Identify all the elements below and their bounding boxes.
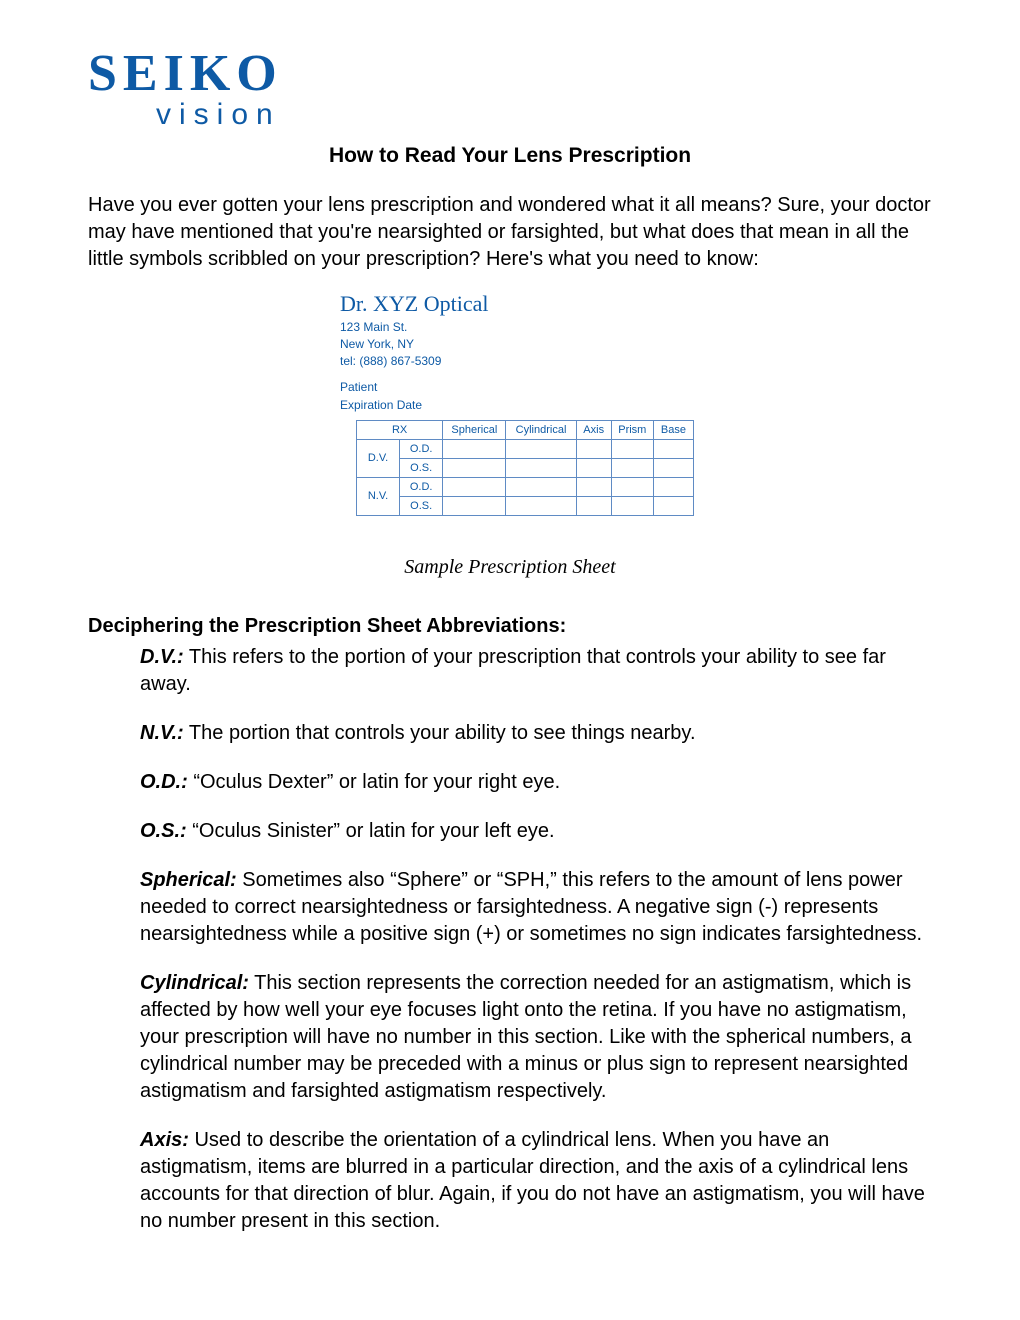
- definition-text: Used to describe the orientation of a cy…: [140, 1129, 925, 1232]
- rx-cell-empty: [443, 458, 506, 477]
- rx-cell-empty: [653, 477, 693, 496]
- rx-col-rx: RX: [357, 420, 443, 439]
- rx-col-spherical: Spherical: [443, 420, 506, 439]
- definition-dv: D.V.: This refers to the portion of your…: [140, 644, 932, 698]
- rx-cell-empty: [653, 458, 693, 477]
- rx-cell-empty: [576, 496, 611, 515]
- rx-cell-od: O.D.: [400, 439, 443, 458]
- rx-table: RX Spherical Cylindrical Axis Prism Base…: [356, 420, 694, 516]
- definition-term: D.V.:: [140, 646, 184, 668]
- rx-telephone: tel: (888) 867-5309: [340, 353, 680, 369]
- document-page: SEIKO vision How to Read Your Lens Presc…: [0, 0, 1020, 1297]
- sample-prescription-sheet: Dr. XYZ Optical 123 Main St. New York, N…: [340, 291, 680, 516]
- definition-term: N.V.:: [140, 722, 184, 744]
- rx-cell-empty: [443, 477, 506, 496]
- definition-text: “Oculus Sinister” or latin for your left…: [187, 820, 555, 842]
- rx-patient-label: Patient: [340, 378, 680, 396]
- rx-cell-empty: [653, 496, 693, 515]
- definition-od: O.D.: “Oculus Dexter” or latin for your …: [140, 769, 932, 796]
- definition-term: O.S.:: [140, 820, 187, 842]
- rx-cell-empty: [506, 496, 576, 515]
- definition-text: This refers to the portion of your presc…: [140, 646, 886, 695]
- definition-os: O.S.: “Oculus Sinister” or latin for you…: [140, 818, 932, 845]
- rx-cell-nv: N.V.: [357, 477, 400, 515]
- definition-term: Axis:: [140, 1129, 189, 1151]
- rx-cell-empty: [506, 458, 576, 477]
- rx-cell-empty: [611, 458, 653, 477]
- rx-cell-empty: [506, 477, 576, 496]
- logo-main-text: SEIKO: [88, 48, 932, 100]
- rx-address-line-1: 123 Main St.: [340, 319, 680, 335]
- rx-row-nv-od: N.V. O.D.: [357, 477, 694, 496]
- rx-cell-empty: [576, 439, 611, 458]
- rx-table-header-row: RX Spherical Cylindrical Axis Prism Base: [357, 420, 694, 439]
- rx-meta-block: Patient Expiration Date: [340, 378, 680, 414]
- rx-doctor-name: Dr. XYZ Optical: [340, 291, 680, 317]
- rx-col-prism: Prism: [611, 420, 653, 439]
- logo-sub-text: vision: [156, 98, 932, 132]
- rx-cell-os: O.S.: [400, 458, 443, 477]
- rx-cell-dv: D.V.: [357, 439, 400, 477]
- definition-term: Cylindrical:: [140, 972, 249, 994]
- rx-cell-empty: [576, 458, 611, 477]
- rx-cell-empty: [443, 496, 506, 515]
- rx-address-block: 123 Main St. New York, NY tel: (888) 867…: [340, 319, 680, 370]
- definitions-list: D.V.: This refers to the portion of your…: [88, 644, 932, 1235]
- rx-col-axis: Axis: [576, 420, 611, 439]
- definition-text: The portion that controls your ability t…: [184, 722, 696, 744]
- rx-col-cylindrical: Cylindrical: [506, 420, 576, 439]
- rx-row-dv-od: D.V. O.D.: [357, 439, 694, 458]
- page-title: How to Read Your Lens Prescription: [88, 144, 932, 168]
- rx-cell-empty: [611, 439, 653, 458]
- section-heading: Deciphering the Prescription Sheet Abbre…: [88, 615, 932, 638]
- definition-term: O.D.:: [140, 771, 188, 793]
- rx-cell-empty: [576, 477, 611, 496]
- intro-paragraph: Have you ever gotten your lens prescript…: [88, 192, 932, 273]
- rx-row-dv-os: O.S.: [357, 458, 694, 477]
- brand-logo: SEIKO vision: [88, 48, 932, 132]
- rx-expiration-label: Expiration Date: [340, 396, 680, 414]
- rx-cell-od: O.D.: [400, 477, 443, 496]
- definition-text: “Oculus Dexter” or latin for your right …: [188, 771, 560, 793]
- definition-text: Sometimes also “Sphere” or “SPH,” this r…: [140, 869, 922, 945]
- rx-row-nv-os: O.S.: [357, 496, 694, 515]
- definition-text: This section represents the correction n…: [140, 972, 911, 1102]
- definition-axis: Axis: Used to describe the orientation o…: [140, 1127, 932, 1235]
- rx-cell-os: O.S.: [400, 496, 443, 515]
- rx-address-line-2: New York, NY: [340, 336, 680, 352]
- rx-col-base: Base: [653, 420, 693, 439]
- rx-cell-empty: [443, 439, 506, 458]
- rx-cell-empty: [611, 477, 653, 496]
- rx-cell-empty: [506, 439, 576, 458]
- definition-cylindrical: Cylindrical: This section represents the…: [140, 970, 932, 1105]
- definition-nv: N.V.: The portion that controls your abi…: [140, 720, 932, 747]
- rx-cell-empty: [653, 439, 693, 458]
- figure-caption: Sample Prescription Sheet: [88, 556, 932, 579]
- definition-spherical: Spherical: Sometimes also “Sphere” or “S…: [140, 867, 932, 948]
- rx-cell-empty: [611, 496, 653, 515]
- definition-term: Spherical:: [140, 869, 237, 891]
